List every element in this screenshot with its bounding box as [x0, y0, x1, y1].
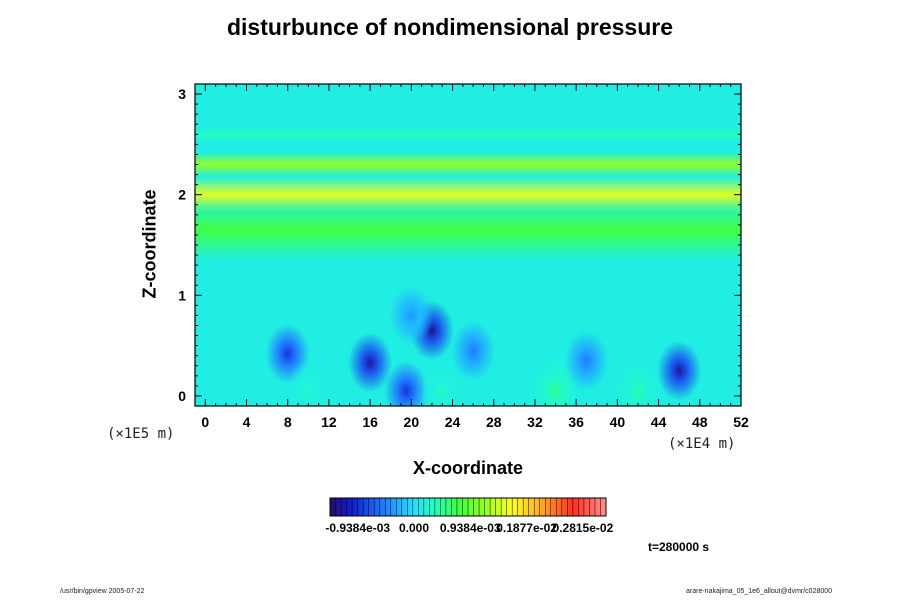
heatmap-high — [286, 360, 331, 406]
heatmap-band — [195, 199, 741, 261]
y-tick-label: 2 — [178, 187, 186, 203]
heatmap-high — [420, 360, 465, 406]
colorbar-tick-label: 0.2815e-02 — [553, 521, 614, 535]
heatmap-band — [195, 152, 741, 177]
y-tick-label: 1 — [178, 287, 186, 303]
footer-command: /usr/bin/gpview 2005-07-22 — [60, 588, 145, 595]
colorbar-tick-label: 0.1877e-02 — [496, 521, 557, 535]
x-tick-label: 48 — [692, 414, 708, 430]
x-tick-label: 28 — [486, 414, 502, 430]
colorbar-tick-label: 0.000 — [399, 521, 429, 535]
colorbar-frame — [329, 497, 607, 517]
y-tick-label: 3 — [178, 86, 186, 102]
x-tick-label: 0 — [201, 414, 209, 430]
heatmap-high — [615, 360, 660, 406]
chart-title: disturbunce of nondimensional pressure — [226, 14, 673, 40]
x-scale-note: (×1E4 m) — [668, 436, 736, 452]
y-scale-note: (×1E5 m) — [107, 426, 175, 442]
x-tick-label: 36 — [568, 414, 584, 430]
x-tick-label: 4 — [243, 414, 251, 430]
heatmap-low — [564, 330, 609, 391]
x-tick-label: 20 — [404, 414, 420, 430]
x-tick-label: 8 — [284, 414, 292, 430]
heatmap-low — [657, 340, 702, 401]
heatmap-field — [195, 84, 741, 406]
footer-source: arare-nakajima_05_1e6_allout@dvmr/c02800… — [686, 588, 833, 595]
heatmap-low — [451, 320, 496, 381]
colorbar-tick-label: -0.9384e-03 — [325, 521, 390, 535]
x-tick-label: 12 — [321, 414, 337, 430]
x-tick-label: 24 — [445, 414, 461, 430]
y-axis-label: Z-coordinate — [139, 189, 160, 299]
colorbar-tick-label: 0.9384e-03 — [440, 521, 501, 535]
heatmap-high — [533, 360, 578, 406]
heatmap-low — [348, 332, 393, 393]
y-tick-label: 0 — [178, 388, 186, 404]
x-tick-label: 52 — [733, 414, 749, 430]
heatmap-band — [195, 127, 741, 142]
x-tick-label: 44 — [651, 414, 667, 430]
x-tick-label: 16 — [362, 414, 378, 430]
heatmap-low — [389, 285, 434, 346]
time-label: t=280000 s — [648, 540, 710, 554]
heatmap-low — [384, 360, 429, 406]
x-axis-label: X-coordinate — [412, 458, 523, 478]
x-tick-label: 32 — [527, 414, 543, 430]
x-tick-label: 40 — [610, 414, 626, 430]
